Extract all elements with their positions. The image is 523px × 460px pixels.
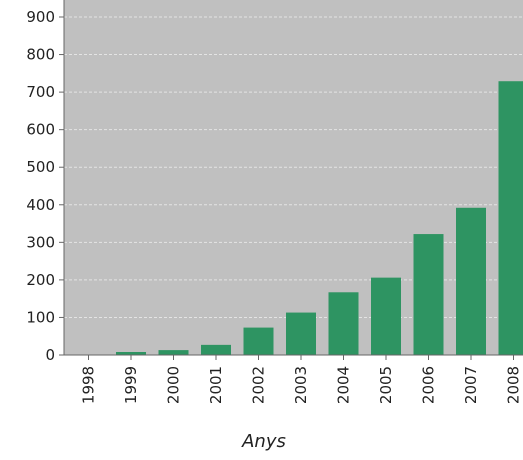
plot-area [64,0,523,355]
x-tick-label: 2002 [250,366,268,404]
y-tick-label: 900 [26,8,55,26]
bar-2006 [414,234,444,355]
x-tick-label: 2000 [165,366,183,404]
x-tick-label: 2001 [207,366,225,404]
x-tick-label: 2008 [505,366,523,404]
y-tick-label: 500 [26,158,55,176]
x-axis-title: Anys [241,431,286,452]
bar-2005 [371,278,401,355]
y-tick-label: 600 [26,121,55,139]
bar-2008 [499,81,523,355]
y-tick-label: 800 [26,46,55,64]
y-tick-label: 200 [26,271,55,289]
y-tick-label: 700 [26,83,55,101]
x-tick-label: 2006 [420,366,438,404]
x-tick-label: 2003 [292,366,310,404]
bar-2001 [201,345,231,355]
x-tick-label: 2007 [462,366,480,404]
y-tick-labels: 0 100 200 300 400 500 600 700 800 900 [26,8,64,364]
x-tick-labels: 1998 1999 2000 2001 2002 2003 2004 2005 2006 2007… [80,355,523,404]
bar-2007 [456,208,486,355]
y-tick-label: 300 [26,233,55,251]
x-tick-label: 1998 [80,366,98,404]
y-tick-label: 400 [26,196,55,214]
bar-2003 [286,313,316,355]
x-tick-label: 2004 [335,366,353,404]
bar-2004 [329,292,359,355]
x-tick-label: 2005 [377,366,395,404]
bar-2000 [159,350,189,355]
bar-2002 [244,328,274,355]
y-tick-label: 100 [26,308,55,326]
x-tick-label: 1999 [122,366,140,404]
y-tick-label: 0 [45,346,55,364]
